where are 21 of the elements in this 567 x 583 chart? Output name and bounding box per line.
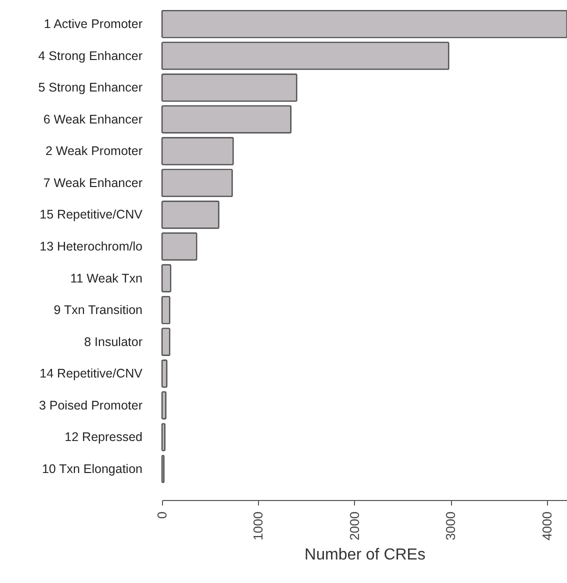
y-tick-label: 2 Weak Promoter [45,144,142,158]
y-tick-label: 4 Strong Enhancer [38,48,142,63]
x-tick-label: 3000 [443,512,458,540]
y-tick-label: 1 Active Promoter [44,17,142,32]
y-tick-label: 12 Repressed [64,430,143,444]
x-axis-title: Number of CREs [304,546,426,564]
y-tick-label: 15 Repetitive/CNV [40,208,144,222]
y-tick-label: 6 Weak Enhancer [43,112,142,126]
y-tick-label: 9 Txn Transition [54,303,143,318]
y-tick-label: 7 Weak Enhancer [43,176,142,190]
x-tick-label: 2000 [346,512,362,540]
x-tick-label: 4000 [539,512,554,540]
y-tick-label: 11 Weak Txn [70,271,143,286]
x-tick-label: 1000 [250,512,266,540]
y-tick-label: 14 Repetitive/CNV [40,366,144,381]
x-tick-label: 0 [154,512,170,519]
y-tick-label: 10 Txn Elongation [42,462,143,476]
y-tick-label: 5 Strong Enhancer [38,80,142,95]
y-tick-label: 3 Poised Promoter [38,398,142,412]
y-tick-label: 13 Heterochrom/lo [40,240,143,254]
y-tick-label: 8 Insulator [84,334,142,349]
